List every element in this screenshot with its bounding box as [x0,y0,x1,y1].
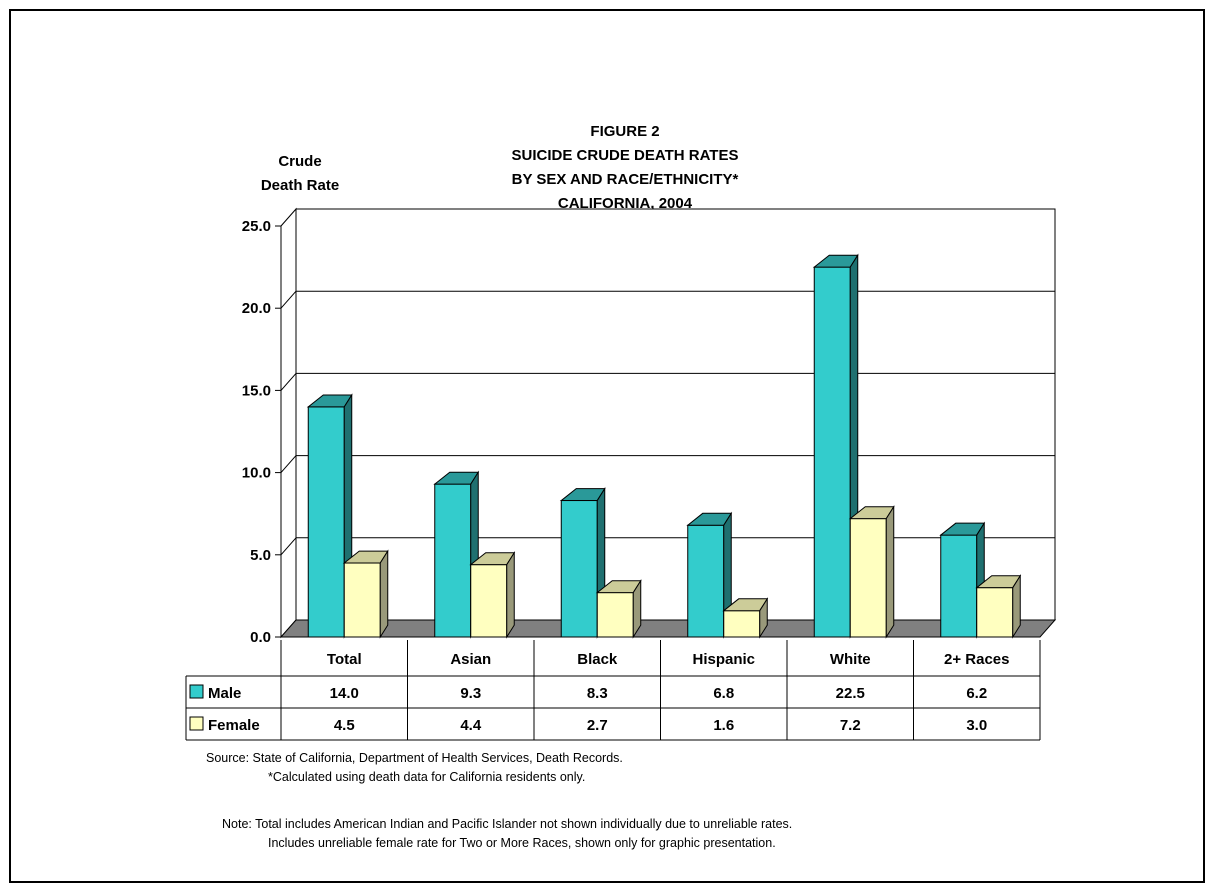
bar-female-3 [722,597,769,639]
bar-front [940,534,978,638]
y-tick-label: 5.0 [250,547,271,564]
source-line-1: Source: State of California, Department … [206,751,623,765]
bar-female-4 [848,505,895,639]
bar-male-2 [559,486,606,639]
x-category-label: Black [577,651,618,668]
legend-swatch-male [189,684,204,699]
plot-side-wall [280,207,297,639]
bar-side [759,597,768,639]
y-axis-label-line-1: Crude [278,153,322,170]
bar-front [596,592,634,638]
bar-female-0 [342,549,389,639]
bar-side [1012,574,1021,639]
x-category-label: White [830,651,871,668]
y-tick-label: 20.0 [242,300,271,317]
x-category-label: 2+ Races [944,651,1009,668]
data-label-female: 7.2 [840,717,861,734]
bar-front [813,266,851,638]
y-tick-label: 15.0 [242,382,271,399]
bar-front [723,610,761,638]
bar-side [506,551,515,639]
bar-female-5 [975,574,1022,639]
legend-swatch-female [189,716,204,731]
title-line-1: FIGURE 2 [590,123,660,140]
bar-female-2 [595,578,642,639]
title-line-2: SUICIDE CRUDE DEATH RATES [511,147,739,164]
bar-front [560,500,598,638]
x-category-label: Hispanic [692,651,755,668]
legend-label-male: Male [208,685,241,702]
data-label-male: 14.0 [330,685,359,702]
bar-front [849,518,887,638]
note-line-1: Note: Total includes American Indian and… [222,817,793,831]
bar-side [379,549,389,639]
bar-front [687,524,725,638]
data-label-female: 1.6 [713,717,734,734]
bar-front [343,562,381,638]
data-label-male: 6.8 [713,685,734,702]
y-tick-label: 10.0 [242,465,271,482]
data-label-male: 22.5 [836,685,865,702]
bar-female-1 [469,551,516,639]
data-label-female: 4.5 [334,717,355,734]
bar-front [307,406,345,638]
bar-side [632,578,642,639]
plot-floor [279,619,1057,638]
gridline-depth [280,373,297,391]
x-category-label: Total [327,651,362,668]
data-label-female: 4.4 [460,717,482,734]
title-line-4: CALIFORNIA, 2004 [557,195,693,212]
source-line-2: *Calculated using death data for Califor… [268,770,586,784]
bar-front [470,564,508,638]
gridline-depth [280,455,297,473]
chart-frame [9,9,1205,883]
plot-back-wall [295,208,1056,621]
bar-side [885,505,895,639]
title-line-3: BY SEX AND RACE/ETHNICITY* [511,171,739,188]
data-label-female: 2.7 [587,717,608,734]
data-label-male: 9.3 [460,685,481,702]
bar-front [434,483,472,638]
y-tick-label: 25.0 [242,218,271,235]
x-category-label: Asian [450,651,491,668]
data-label-male: 6.2 [966,685,987,702]
note-line-2: Includes unreliable female rate for Two … [268,836,776,850]
y-axis-label-line-2: Death Rate [260,177,340,194]
data-label-male: 8.3 [587,685,608,702]
legend-label-female: Female [208,717,260,734]
bar-male-3 [686,511,733,639]
data-label-female: 3.0 [966,717,987,734]
bar-front [976,587,1014,638]
gridline-depth [280,537,297,556]
gridline-depth [280,290,297,309]
y-tick-label: 0.0 [250,629,271,646]
